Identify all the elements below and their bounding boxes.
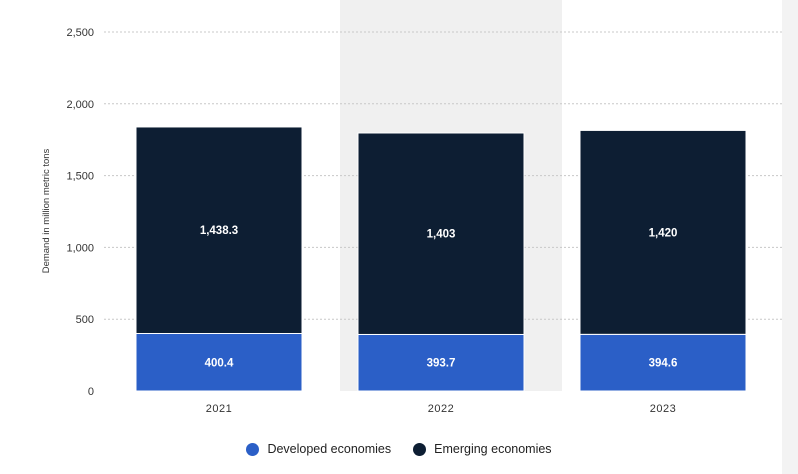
- bar-emerging-2021[interactable]: [135, 126, 303, 335]
- y-axis-ticks: 0 500 1,000 1,500 2,000 2,500: [66, 27, 94, 398]
- data-label: 1,438.3: [200, 225, 238, 237]
- legend-marker-emerging: [413, 442, 427, 456]
- x-tick-label: 2021: [206, 403, 232, 415]
- y-tick-label: 2,500: [66, 27, 94, 39]
- legend-item-emerging[interactable]: Emerging economies: [413, 442, 552, 456]
- bar-developed-2022[interactable]: [357, 333, 525, 392]
- x-axis-ticks: 2021 2022 2023: [206, 403, 676, 415]
- bar-developed-2023[interactable]: [579, 333, 747, 392]
- y-tick-label: 0: [88, 386, 94, 398]
- y-axis-title: Demand in million metric tons: [41, 148, 52, 273]
- legend: Developed economies Emerging economies: [0, 442, 798, 456]
- legend-label-emerging: Emerging economies: [434, 442, 552, 456]
- y-tick-label: 1,500: [66, 171, 94, 183]
- data-label: 1,420: [649, 227, 678, 239]
- legend-marker-developed: [246, 442, 260, 456]
- data-label: 393.7: [427, 358, 456, 370]
- legend-item-developed[interactable]: Developed economies: [246, 442, 391, 456]
- bar-emerging-2022[interactable]: [357, 132, 525, 335]
- bars: 400.4 1,438.3 393.7 1,403 394.6 1,420: [135, 126, 747, 392]
- bar-emerging-2023[interactable]: [579, 129, 747, 335]
- x-tick-label: 2022: [428, 403, 454, 415]
- y-tick-label: 500: [76, 314, 94, 326]
- right-edge-strip: [782, 0, 798, 474]
- data-label: 394.6: [649, 358, 678, 370]
- y-tick-label: 2,000: [66, 99, 94, 111]
- x-tick-label: 2023: [650, 403, 676, 415]
- data-label: 400.4: [205, 357, 234, 369]
- data-label: 1,403: [427, 229, 456, 241]
- y-tick-label: 1,000: [66, 242, 94, 254]
- legend-label-developed: Developed economies: [267, 442, 392, 456]
